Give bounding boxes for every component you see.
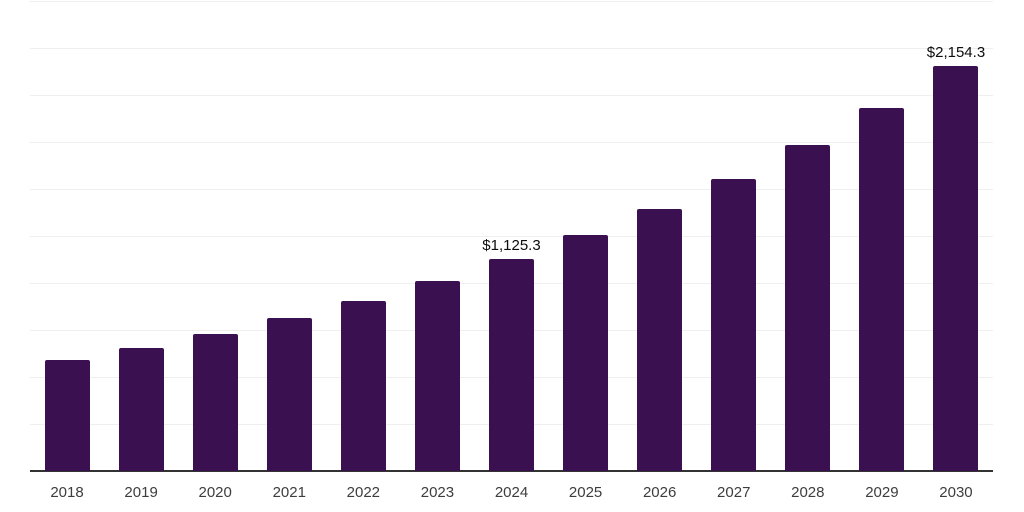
x-tick-label-2018: 2018 [50, 484, 84, 501]
x-tick-label-2027: 2027 [717, 484, 751, 501]
gridline [30, 236, 993, 237]
x-tick-label-2025: 2025 [568, 484, 603, 501]
bar-slot-2018 [30, 1, 104, 471]
bar-2029[interactable] [859, 108, 905, 471]
bar-slot-2028 [771, 1, 845, 471]
bar-2025[interactable] [563, 235, 609, 471]
bar-value-label-2030: $2,154.3 [926, 44, 986, 61]
bar-slot-2022 [326, 1, 400, 471]
bar-slot-2027 [697, 1, 771, 471]
gridline [30, 142, 993, 143]
x-tick-label-2028: 2028 [791, 484, 825, 501]
bar-2021[interactable] [266, 318, 312, 471]
bar-2030[interactable] [933, 66, 979, 471]
bar-value-label-2024: $1,125.3 [482, 237, 541, 254]
bar-slot-2025 [549, 1, 623, 471]
bar-2026[interactable] [637, 209, 683, 471]
bar-slot-2021 [252, 1, 326, 471]
bar-2018[interactable] [44, 360, 90, 471]
bar-slot-2024: $1,125.3 [474, 1, 548, 471]
x-tick-label-2021: 2021 [272, 484, 306, 501]
gridline [30, 189, 993, 190]
bar-slot-2030: $2,154.3 [919, 1, 993, 471]
bar-series: $1,125.3 $2,154.3 [30, 1, 993, 471]
x-tick-label-2023: 2023 [420, 484, 455, 501]
bar-slot-2020 [178, 1, 252, 471]
bar-slot-2023 [400, 1, 474, 471]
gridline [30, 95, 993, 96]
plot-area: $1,125.3 $2,154.3 [30, 1, 993, 472]
x-tick-label-2024: 2024 [494, 484, 529, 501]
x-tick-label-2026: 2026 [642, 484, 677, 501]
bar-2023[interactable] [414, 281, 460, 471]
x-tick-label-2019: 2019 [124, 484, 158, 501]
bar-2028[interactable] [785, 145, 831, 471]
bar-2022[interactable] [340, 301, 386, 471]
bar-2024[interactable] [489, 259, 534, 471]
bar-2019[interactable] [118, 348, 164, 471]
bar-2020[interactable] [192, 334, 238, 471]
x-tick-label-2029: 2029 [865, 484, 899, 501]
x-tick-label-2020: 2020 [198, 484, 232, 501]
x-axis-line [30, 470, 993, 472]
bar-2027[interactable] [711, 179, 757, 471]
x-axis-labels: 2018 2019 2020 2021 2022 2023 2024 2025 2026 2027… [30, 484, 993, 502]
x-tick-label-2030: 2030 [939, 484, 973, 501]
bar-slot-2019 [104, 1, 178, 471]
bar-slot-2029 [845, 1, 919, 471]
x-tick-label-2022: 2022 [346, 484, 381, 501]
gridline [30, 48, 993, 49]
gridline [30, 1, 993, 2]
bar-slot-2026 [623, 1, 697, 471]
